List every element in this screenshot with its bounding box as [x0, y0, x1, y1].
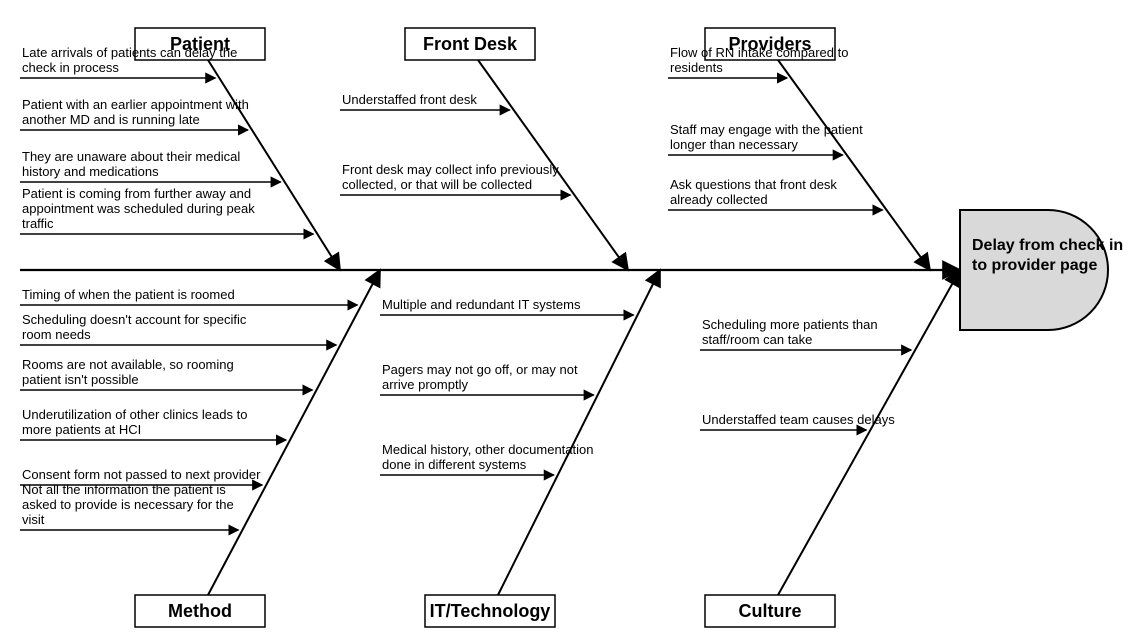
category-label: Culture — [739, 601, 802, 621]
cause-text: Scheduling more patients thanstaff/room … — [702, 317, 878, 347]
cause-text: Multiple and redundant IT systems — [382, 297, 581, 312]
bone-top-0 — [208, 60, 340, 270]
cause-text: Scheduling doesn't account for specificr… — [22, 312, 247, 342]
cause-text: Front desk may collect info previouslyco… — [342, 162, 559, 192]
cause-text: Consent form not passed to next provider — [22, 467, 261, 482]
cause-text: Underutilization of other clinics leads … — [22, 407, 247, 437]
category-label: Front Desk — [423, 34, 518, 54]
cause-text: Patient with an earlier appointment with… — [22, 97, 249, 127]
cause-text: Pagers may not go off, or may notarrive … — [382, 362, 578, 392]
cause-text: Not all the information the patient isas… — [22, 482, 234, 527]
category-label: Method — [168, 601, 232, 621]
category-label: IT/Technology — [430, 601, 551, 621]
cause-text: Timing of when the patient is roomed — [22, 287, 235, 302]
cause-text: Patient is coming from further away anda… — [22, 186, 255, 231]
cause-text: They are unaware about their medicalhist… — [22, 149, 240, 179]
cause-text: Understaffed front desk — [342, 92, 477, 107]
bone-top-2 — [778, 60, 930, 270]
bone-bot-1 — [498, 270, 660, 595]
cause-text: Rooms are not available, so roomingpatie… — [22, 357, 234, 387]
fishbone-diagram: Delay from check into provider pagePatie… — [0, 0, 1140, 641]
cause-text: Understaffed team causes delays — [702, 412, 895, 427]
cause-text: Ask questions that front deskalready col… — [670, 177, 837, 207]
